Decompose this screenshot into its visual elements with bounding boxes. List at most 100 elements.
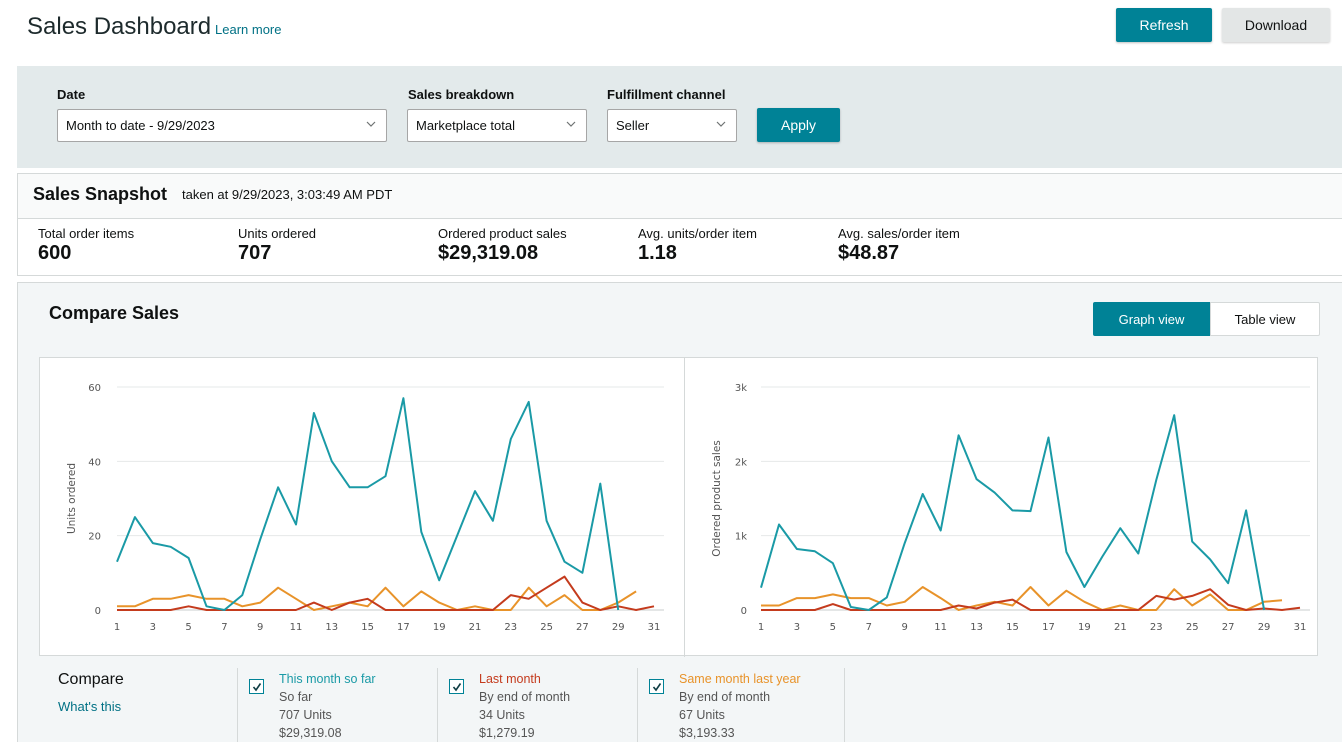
snapshot-header: Sales Snapshot taken at 9/29/2023, 3:03:… bbox=[18, 174, 1342, 219]
legend-series-sales: $29,319.08 bbox=[279, 726, 342, 740]
this-month-so-far-line bbox=[116, 397, 620, 611]
x-tick-label: 15 bbox=[361, 622, 374, 633]
same-month-last-year-checkbox[interactable] bbox=[649, 679, 664, 694]
x-tick-label: 7 bbox=[866, 622, 872, 633]
x-tick-label: 27 bbox=[1222, 622, 1235, 633]
x-tick-label: 5 bbox=[185, 622, 191, 633]
legend-series-units: 34 Units bbox=[479, 708, 525, 722]
legend-series-name: Same month last year bbox=[679, 672, 801, 686]
checkmark-icon bbox=[652, 683, 662, 692]
refresh-button[interactable]: Refresh bbox=[1116, 8, 1212, 42]
legend-series-name: This month so far bbox=[279, 672, 376, 686]
legend-series-sub: So far bbox=[279, 690, 313, 704]
apply-button[interactable]: Apply bbox=[757, 108, 840, 142]
x-tick-label: 31 bbox=[1294, 622, 1307, 633]
x-tick-label: 13 bbox=[970, 622, 983, 633]
metric-units-ordered: Units ordered 707 bbox=[238, 226, 316, 265]
sales-snapshot-panel: Sales Snapshot taken at 9/29/2023, 3:03:… bbox=[17, 173, 1342, 276]
chart-divider bbox=[684, 358, 685, 657]
x-tick-label: 1 bbox=[114, 622, 120, 633]
legend-series-name: Last month bbox=[479, 672, 541, 686]
compare-legend: Compare What's this This month so far So… bbox=[18, 668, 1342, 742]
legend-item-last-month: Last month By end of month 34 Units $1,2… bbox=[437, 668, 637, 742]
checkmark-icon bbox=[452, 683, 462, 692]
chevron-down-icon bbox=[566, 121, 576, 127]
whats-this-link[interactable]: What's this bbox=[58, 699, 122, 714]
compare-legend-title: Compare bbox=[58, 671, 124, 688]
view-toggle: Graph view Table view bbox=[1093, 302, 1320, 336]
y-tick-label: 1k bbox=[735, 532, 747, 543]
x-tick-label: 11 bbox=[934, 622, 947, 633]
x-tick-label: 9 bbox=[902, 622, 908, 633]
charts-container: 0 20 40 60 1 3 5 7 9 11 13 15 17 19 21 23 25 27 29 31 Units … bbox=[39, 357, 1318, 657]
x-tick-label: 29 bbox=[612, 622, 625, 633]
legend-item-same-month-last-year: Same month last year By end of month 67 … bbox=[637, 668, 845, 742]
download-button[interactable]: Download bbox=[1222, 8, 1330, 42]
x-tick-label: 25 bbox=[540, 622, 553, 633]
this-month-so-far-line bbox=[760, 414, 1266, 611]
page-header: Sales Dashboard Learn more Refresh Downl… bbox=[0, 0, 1342, 66]
compare-sales-title: Compare Sales bbox=[49, 303, 180, 323]
metric-label: Avg. units/order item bbox=[638, 226, 757, 241]
y-tick-label: 20 bbox=[88, 532, 101, 543]
table-view-tab[interactable]: Table view bbox=[1210, 302, 1320, 336]
channel-filter-label: Fulfillment channel bbox=[607, 87, 726, 102]
legend-series-sales: $3,193.33 bbox=[679, 726, 735, 740]
metric-label: Units ordered bbox=[238, 226, 317, 241]
metric-value: $29,319.08 bbox=[438, 242, 539, 264]
y-tick-label: 2k bbox=[735, 457, 747, 468]
metric-total-order-items: Total order items 600 bbox=[38, 226, 134, 265]
metric-value: 1.18 bbox=[638, 242, 677, 264]
x-tick-label: 3 bbox=[150, 622, 156, 633]
metric-label: Total order items bbox=[38, 226, 135, 241]
x-tick-label: 23 bbox=[504, 622, 517, 633]
y-tick-label: 40 bbox=[88, 457, 101, 468]
legend-item-text: Same month last year By end of month 67 … bbox=[679, 670, 801, 742]
x-tick-label: 27 bbox=[576, 622, 589, 633]
legend-series-units: 67 Units bbox=[679, 708, 725, 722]
metric-label: Avg. sales/order item bbox=[838, 226, 960, 241]
x-tick-label: 21 bbox=[1114, 622, 1127, 633]
legend-series-sub: By end of month bbox=[679, 690, 771, 704]
learn-more-link[interactable]: Learn more bbox=[215, 22, 282, 37]
x-tick-label: 9 bbox=[257, 622, 263, 633]
x-tick-label: 19 bbox=[1078, 622, 1091, 633]
metric-label: Ordered product sales bbox=[438, 226, 567, 241]
x-tick-label: 13 bbox=[325, 622, 338, 633]
x-tick-label: 15 bbox=[1006, 622, 1019, 633]
x-tick-label: 19 bbox=[433, 622, 446, 633]
this-month-checkbox[interactable] bbox=[249, 679, 264, 694]
x-tick-label: 1 bbox=[758, 622, 764, 633]
metric-value: 707 bbox=[238, 242, 272, 264]
y-tick-label: 60 bbox=[88, 383, 101, 394]
graph-view-tab[interactable]: Graph view bbox=[1093, 302, 1210, 336]
legend-item-this-month: This month so far So far 707 Units $29,3… bbox=[237, 668, 437, 742]
legend-item-text: This month so far So far 707 Units $29,3… bbox=[279, 670, 376, 742]
x-tick-label: 25 bbox=[1186, 622, 1199, 633]
x-tick-label: 17 bbox=[397, 622, 410, 633]
metric-avg-units-per-order-item: Avg. units/order item 1.18 bbox=[638, 226, 757, 265]
x-tick-label: 21 bbox=[469, 622, 482, 633]
channel-select[interactable]: Seller bbox=[607, 109, 737, 142]
y-tick-label: 3k bbox=[735, 383, 747, 394]
breakdown-select[interactable]: Marketplace total bbox=[407, 109, 587, 142]
last-month-line bbox=[117, 575, 655, 611]
x-tick-label: 29 bbox=[1258, 622, 1271, 633]
x-tick-label: 7 bbox=[221, 622, 227, 633]
y-axis-label: Units ordered bbox=[66, 463, 78, 534]
legend-series-sub: By end of month bbox=[479, 690, 571, 704]
x-tick-label: 17 bbox=[1042, 622, 1055, 633]
snapshot-timestamp: taken at 9/29/2023, 3:03:49 AM PDT bbox=[182, 187, 393, 202]
legend-series-units: 707 Units bbox=[279, 708, 332, 722]
last-month-checkbox[interactable] bbox=[449, 679, 464, 694]
metric-value: 600 bbox=[38, 242, 72, 264]
date-select[interactable]: Month to date - 9/29/2023 bbox=[57, 109, 387, 142]
date-filter-label: Date bbox=[57, 87, 86, 102]
metric-ordered-product-sales: Ordered product sales $29,319.08 bbox=[438, 226, 567, 265]
y-axis-label: Ordered product sales bbox=[711, 440, 723, 557]
snapshot-title: Sales Snapshot bbox=[33, 184, 168, 204]
filter-bar: Date Month to date - 9/29/2023 Sales bre… bbox=[17, 66, 1342, 168]
channel-select-value: Seller bbox=[616, 118, 650, 133]
legend-item-text: Last month By end of month 34 Units $1,2… bbox=[479, 670, 570, 742]
chevron-down-icon bbox=[716, 121, 726, 127]
